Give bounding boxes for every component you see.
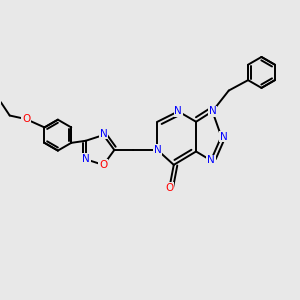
Text: O: O [165,183,173,193]
Text: N: N [207,155,215,165]
Text: N: N [82,154,90,164]
Text: N: N [174,106,182,116]
Text: N: N [100,128,107,139]
Text: N: N [208,106,216,116]
Text: N: N [154,145,161,155]
Text: O: O [22,114,30,124]
Text: N: N [220,132,227,142]
Text: O: O [99,160,108,170]
